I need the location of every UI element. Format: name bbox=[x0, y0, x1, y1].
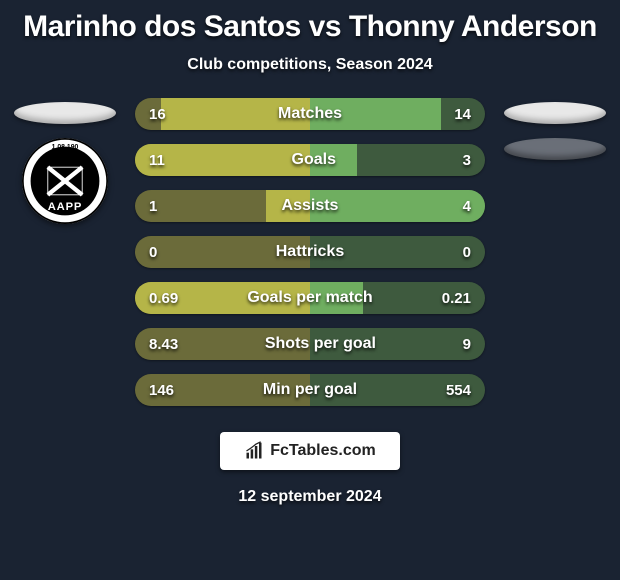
bar-value-left: 16 bbox=[149, 106, 166, 123]
bar-value-right: 9 bbox=[463, 336, 471, 353]
brand-text: FcTables.com bbox=[270, 442, 376, 460]
bar-label: Hattricks bbox=[157, 243, 462, 261]
bar-value-left: 0.69 bbox=[149, 290, 178, 307]
date-text: 12 september 2024 bbox=[0, 488, 620, 506]
left-column: 1.08.190 AAPP bbox=[13, 98, 117, 224]
stat-bar: 8.43Shots per goal9 bbox=[135, 328, 485, 360]
bar-label: Goals per match bbox=[178, 289, 442, 307]
stat-bar: 11Goals3 bbox=[135, 144, 485, 176]
badge-text: AAPP bbox=[48, 201, 82, 213]
bar-value-left: 8.43 bbox=[149, 336, 178, 353]
bar-text-row: 8.43Shots per goal9 bbox=[135, 328, 485, 360]
bar-value-left: 146 bbox=[149, 382, 174, 399]
bar-text-row: 11Goals3 bbox=[135, 144, 485, 176]
club-right-ellipse bbox=[504, 138, 606, 160]
bar-value-left: 11 bbox=[149, 152, 165, 169]
bar-text-row: 146Min per goal554 bbox=[135, 374, 485, 406]
bar-value-right: 14 bbox=[454, 106, 471, 123]
page-title: Marinho dos Santos vs Thonny Anderson bbox=[0, 10, 620, 44]
stat-bar: 16Matches14 bbox=[135, 98, 485, 130]
stat-bar: 0.69Goals per match0.21 bbox=[135, 282, 485, 314]
bar-text-row: 1Assists4 bbox=[135, 190, 485, 222]
player-left-ellipse bbox=[14, 102, 116, 124]
root: Marinho dos Santos vs Thonny Anderson Cl… bbox=[0, 0, 620, 580]
subtitle: Club competitions, Season 2024 bbox=[0, 56, 620, 74]
club-badge-left-svg: 1.08.190 AAPP bbox=[22, 138, 108, 224]
bar-value-right: 0.21 bbox=[442, 290, 471, 307]
bar-text-row: 16Matches14 bbox=[135, 98, 485, 130]
stat-bar: 0Hattricks0 bbox=[135, 236, 485, 268]
stat-bar: 1Assists4 bbox=[135, 190, 485, 222]
bar-label: Matches bbox=[166, 105, 455, 123]
chart-icon bbox=[244, 441, 264, 461]
footer-brand-badge[interactable]: FcTables.com bbox=[220, 432, 400, 470]
stats-bars: 16Matches1411Goals31Assists40Hattricks00… bbox=[135, 98, 485, 406]
player-right-ellipse bbox=[504, 102, 606, 124]
bar-value-right: 3 bbox=[463, 152, 471, 169]
bar-label: Shots per goal bbox=[178, 335, 462, 353]
bar-value-left: 0 bbox=[149, 244, 157, 261]
badge-date-text: 1.08.190 bbox=[52, 144, 79, 151]
bar-value-right: 4 bbox=[463, 198, 471, 215]
bar-value-right: 0 bbox=[463, 244, 471, 261]
club-badge-left: 1.08.190 AAPP bbox=[22, 138, 108, 224]
right-column bbox=[503, 98, 607, 160]
bar-value-left: 1 bbox=[149, 198, 157, 215]
bar-label: Assists bbox=[157, 197, 462, 215]
bar-value-right: 554 bbox=[446, 382, 471, 399]
bar-label: Goals bbox=[165, 151, 463, 169]
bar-text-row: 0.69Goals per match0.21 bbox=[135, 282, 485, 314]
main-row: 1.08.190 AAPP 16Matches1411Goals31Assist… bbox=[0, 98, 620, 406]
bar-label: Min per goal bbox=[174, 381, 446, 399]
bar-text-row: 0Hattricks0 bbox=[135, 236, 485, 268]
stat-bar: 146Min per goal554 bbox=[135, 374, 485, 406]
